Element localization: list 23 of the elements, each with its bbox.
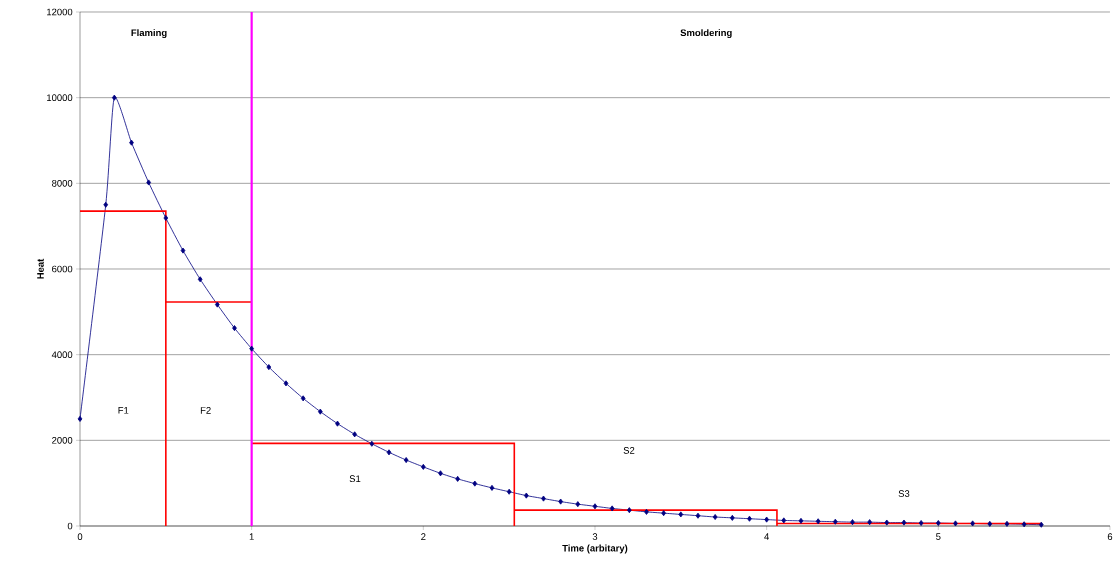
annotation: Flaming bbox=[131, 29, 167, 39]
x-tick-label: 6 bbox=[1107, 533, 1113, 541]
y-tick-label: 10000 bbox=[47, 94, 73, 102]
x-tick-label: 5 bbox=[936, 533, 941, 540]
annotation: S2 bbox=[623, 447, 635, 454]
annotation: F1 bbox=[118, 407, 129, 414]
y-tick-label: 4000 bbox=[51, 351, 73, 359]
y-tick-label: 0 bbox=[67, 522, 73, 530]
x-tick-label: 4 bbox=[764, 533, 769, 540]
annotation: S1 bbox=[349, 475, 361, 483]
x-tick-label: 3 bbox=[592, 533, 598, 541]
annotation: S3 bbox=[898, 490, 910, 497]
y-tick-label: 6000 bbox=[52, 265, 73, 273]
y-tick-label: 2000 bbox=[52, 436, 73, 444]
y-tick-label: 12000 bbox=[47, 8, 73, 16]
x-tick-label: 0 bbox=[77, 533, 83, 541]
x-axis-title: Time (arbitary) bbox=[562, 544, 628, 554]
annotation: Smoldering bbox=[680, 29, 732, 39]
x-tick-label: 1 bbox=[249, 533, 254, 540]
annotation: F2 bbox=[200, 407, 211, 414]
y-tick-label: 8000 bbox=[52, 179, 73, 187]
x-tick-label: 2 bbox=[421, 533, 426, 540]
y-axis-title: Heat bbox=[37, 258, 44, 279]
